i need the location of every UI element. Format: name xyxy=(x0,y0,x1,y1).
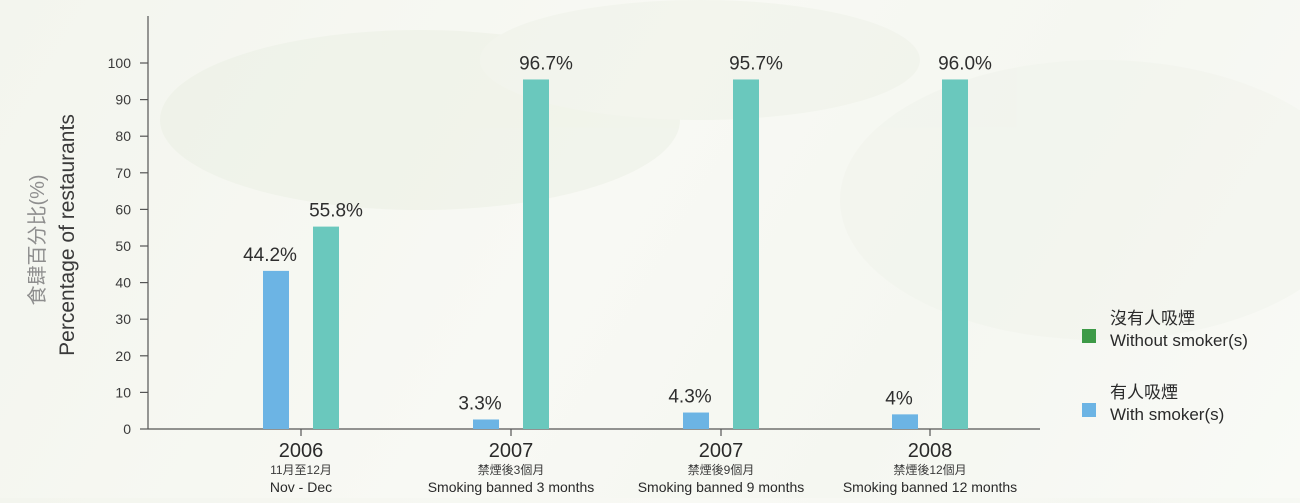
x-tick-year: 2007 xyxy=(489,440,534,462)
bar xyxy=(892,414,918,429)
bar xyxy=(473,419,499,429)
legend: 沒有人吸煙 Without smoker(s) 有人吸煙 With smoker(s) xyxy=(1082,309,1248,424)
data-label: 96.0% xyxy=(938,53,992,74)
x-tick-year: 2007 xyxy=(699,440,744,462)
bar xyxy=(683,412,709,429)
y-tick-label: 40 xyxy=(115,275,131,291)
legend-swatch xyxy=(1082,329,1096,343)
x-tick-sub-en: Smoking banned 12 months xyxy=(843,479,1017,495)
legend-swatch xyxy=(1082,403,1096,417)
y-tick-label: 80 xyxy=(115,128,131,144)
y-tick-label: 90 xyxy=(115,92,131,108)
bar xyxy=(263,270,289,429)
y-tick-label: 10 xyxy=(115,384,131,400)
y-tick-label: 100 xyxy=(108,55,132,71)
y-axis-title-zh: 食肆百分比(%) xyxy=(26,174,49,305)
data-label: 3.3% xyxy=(458,393,501,414)
legend-label-zh: 有人吸煙 xyxy=(1110,383,1178,402)
x-tick-year: 2008 xyxy=(908,440,953,462)
data-label: 95.7% xyxy=(729,53,783,74)
x-tick-sub-zh: 禁煙後12個月 xyxy=(893,463,966,477)
y-tick-label: 50 xyxy=(115,238,131,254)
x-tick-year: 2006 xyxy=(279,440,324,462)
data-label: 55.8% xyxy=(309,201,363,222)
y-tick-label: 70 xyxy=(115,165,131,181)
x-tick-sub-en: Nov - Dec xyxy=(270,479,332,495)
data-label: 4% xyxy=(885,388,913,409)
x-tick-sub-zh: 禁煙後3個月 xyxy=(478,463,545,477)
y-tick-label: 60 xyxy=(115,201,131,217)
legend-label-zh: 沒有人吸煙 xyxy=(1110,309,1195,328)
y-tick-label: 20 xyxy=(115,348,131,364)
y-tick-label: 0 xyxy=(123,421,131,437)
bar xyxy=(942,79,968,429)
x-tick-sub-zh: 禁煙後9個月 xyxy=(688,463,755,477)
legend-label: With smoker(s) xyxy=(1110,405,1224,424)
data-label: 4.3% xyxy=(668,387,711,408)
x-tick-sub-en: Smoking banned 3 months xyxy=(428,479,595,495)
x-tick-sub-en: Smoking banned 9 months xyxy=(638,479,805,495)
x-tick-sub-zh: 11月至12月 xyxy=(270,463,332,477)
bar xyxy=(733,79,759,429)
bar xyxy=(523,79,549,429)
y-tick-label: 30 xyxy=(115,311,131,327)
legend-label: Without smoker(s) xyxy=(1110,331,1248,350)
bars: 44.2% 3.3% 4.3% 4% 55.8% 96.7% 95.7% 96.0% xyxy=(243,53,992,429)
bar xyxy=(313,226,339,429)
y-axis-title: Percentage of restaurants xyxy=(56,114,79,356)
y-ticks: 0 10 20 30 40 50 60 70 80 90 100 xyxy=(108,55,148,437)
data-label: 96.7% xyxy=(519,53,573,74)
data-label: 44.2% xyxy=(243,245,297,266)
